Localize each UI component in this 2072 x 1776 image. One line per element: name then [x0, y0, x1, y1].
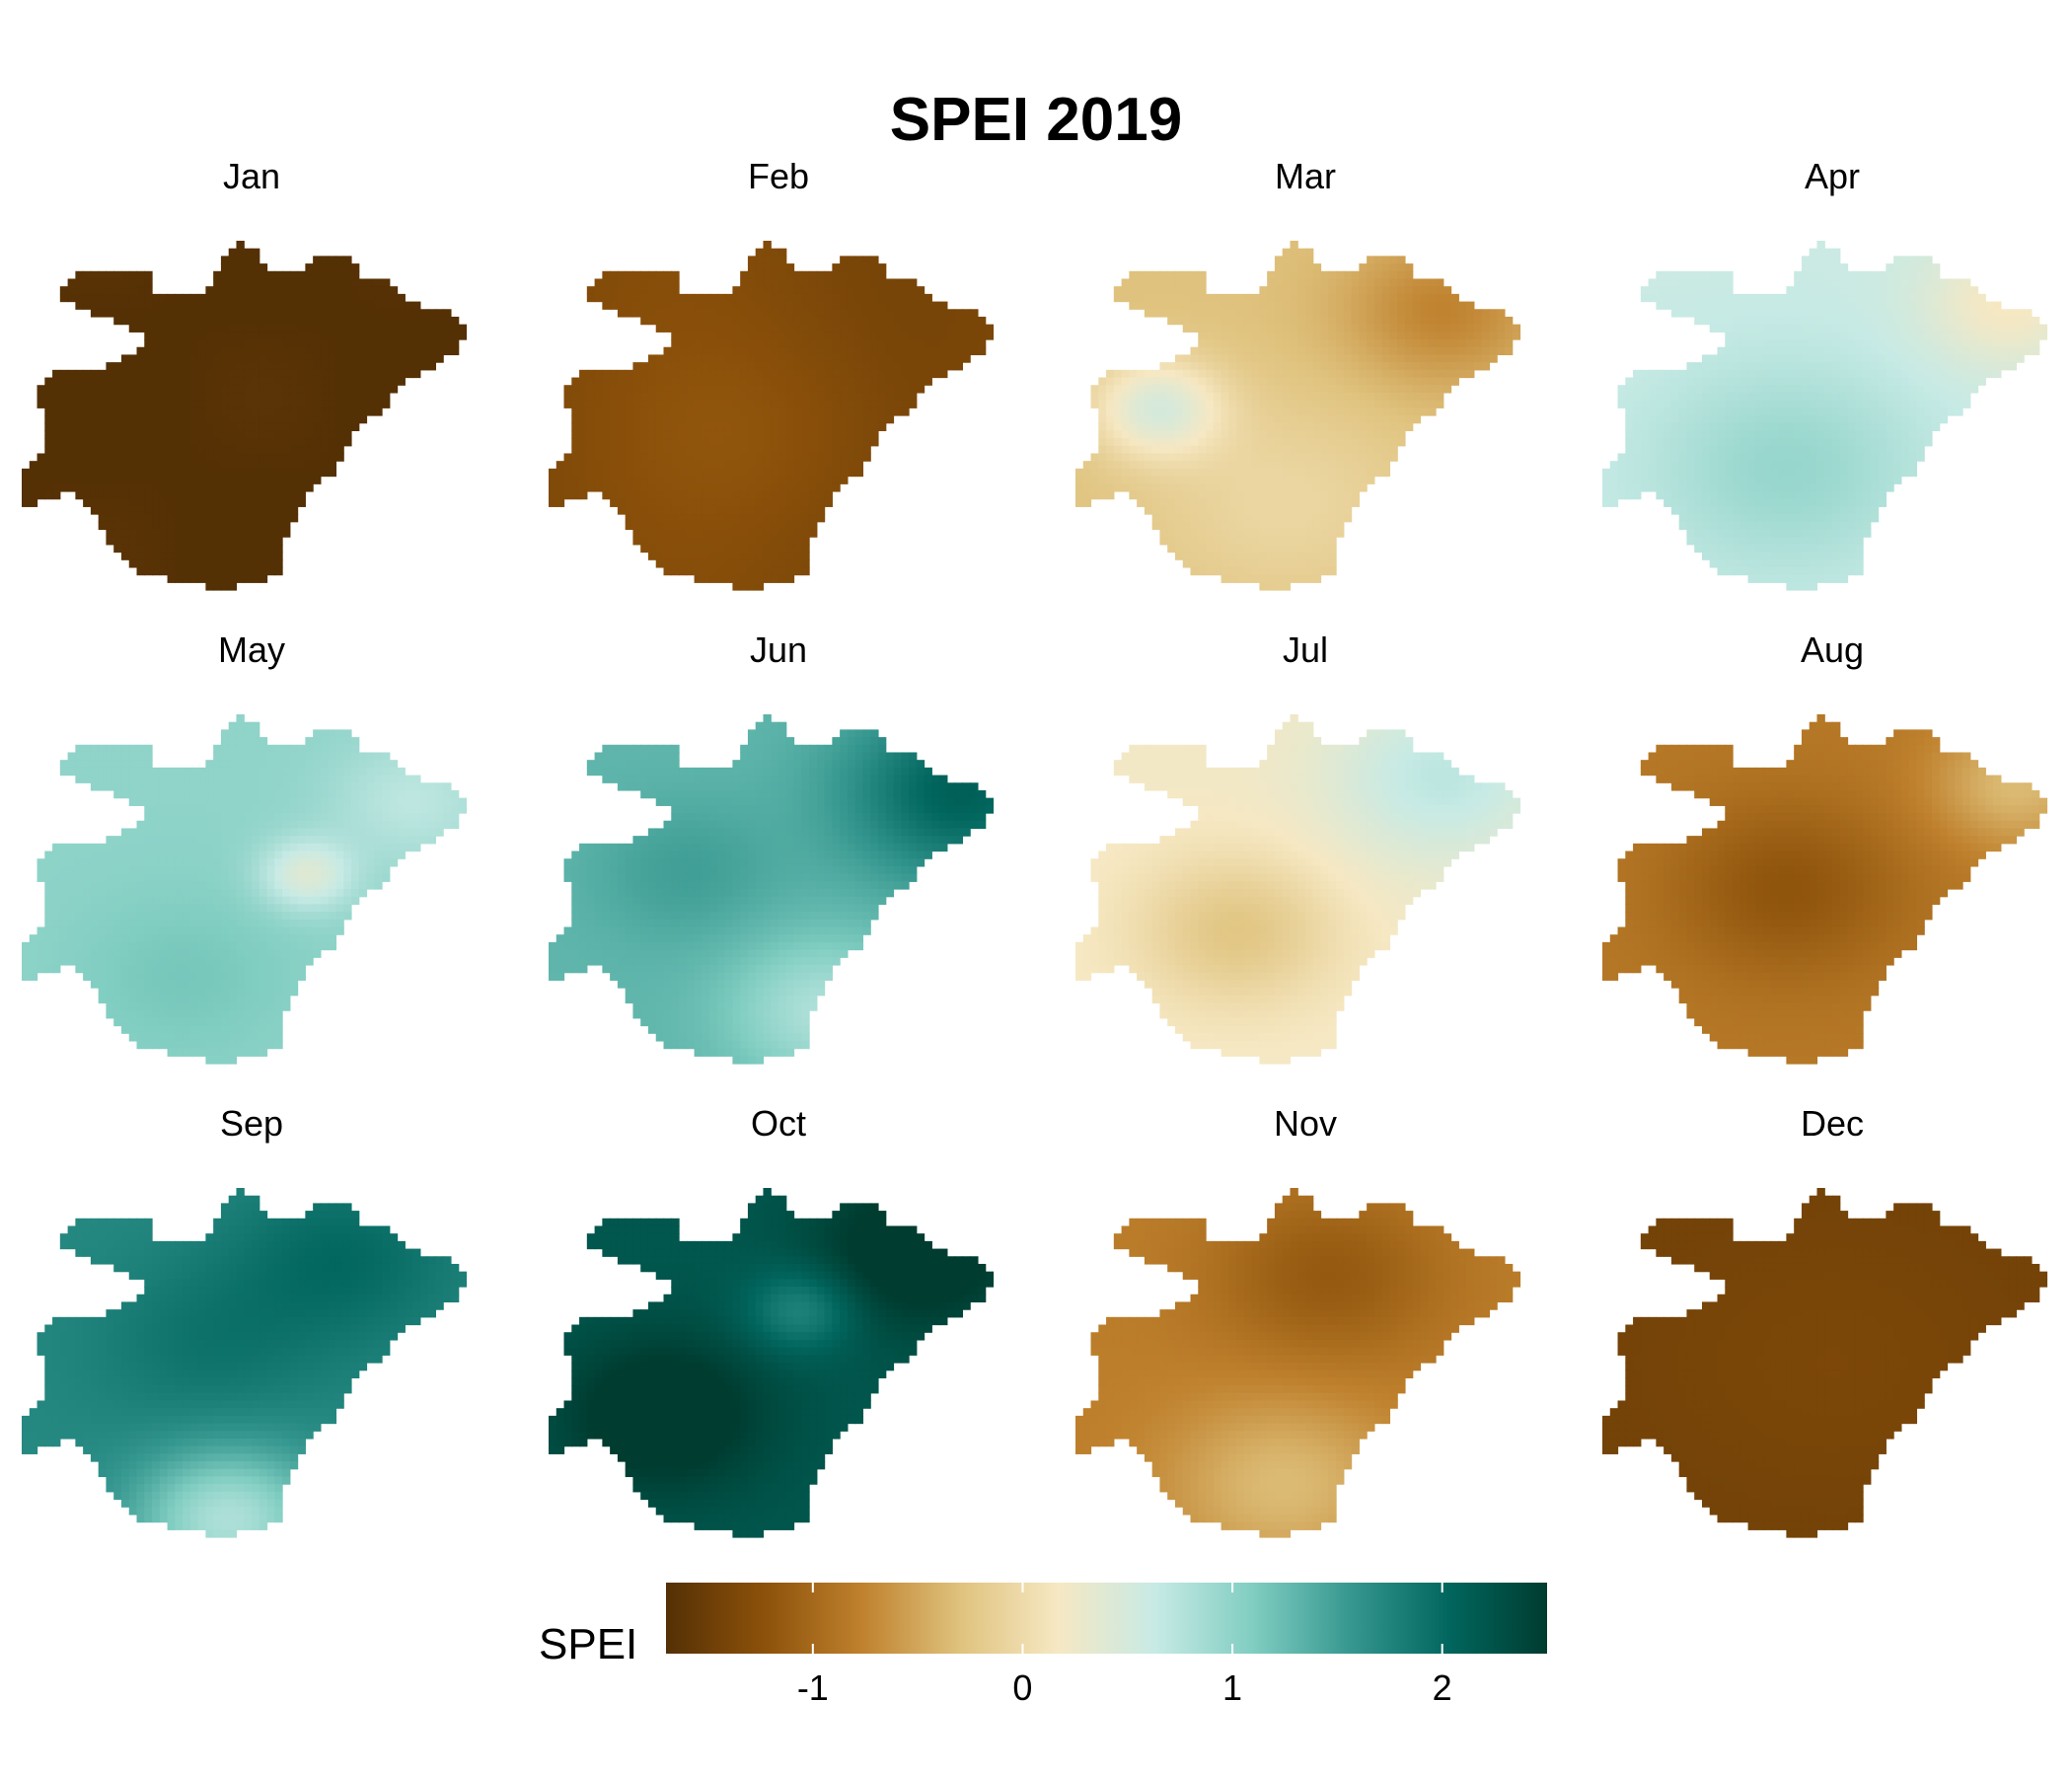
map-panel-sep	[22, 1188, 467, 1538]
colorbar	[666, 1583, 1547, 1654]
map-panel-mar	[1075, 241, 1520, 591]
map-panel-nov	[1075, 1188, 1520, 1538]
map-panel-may	[22, 714, 467, 1065]
map-panel-apr	[1602, 241, 2047, 591]
colorbar-tick-label: -1	[764, 1667, 862, 1709]
colorbar-label: SPEI	[539, 1620, 637, 1669]
map-panel-jun	[549, 714, 994, 1065]
map-panel-jul	[1075, 714, 1520, 1065]
map-panel-dec	[1602, 1188, 2047, 1538]
colorbar-tick-label: 2	[1393, 1667, 1492, 1709]
colorbar-tick-label: 1	[1183, 1667, 1282, 1709]
map-panel-jan	[22, 241, 467, 591]
map-panel-feb	[549, 241, 994, 591]
map-panel-oct	[549, 1188, 994, 1538]
colorbar-gradient	[666, 1583, 1547, 1654]
map-panel-aug	[1602, 714, 2047, 1065]
colorbar-tick-label: 0	[973, 1667, 1072, 1709]
